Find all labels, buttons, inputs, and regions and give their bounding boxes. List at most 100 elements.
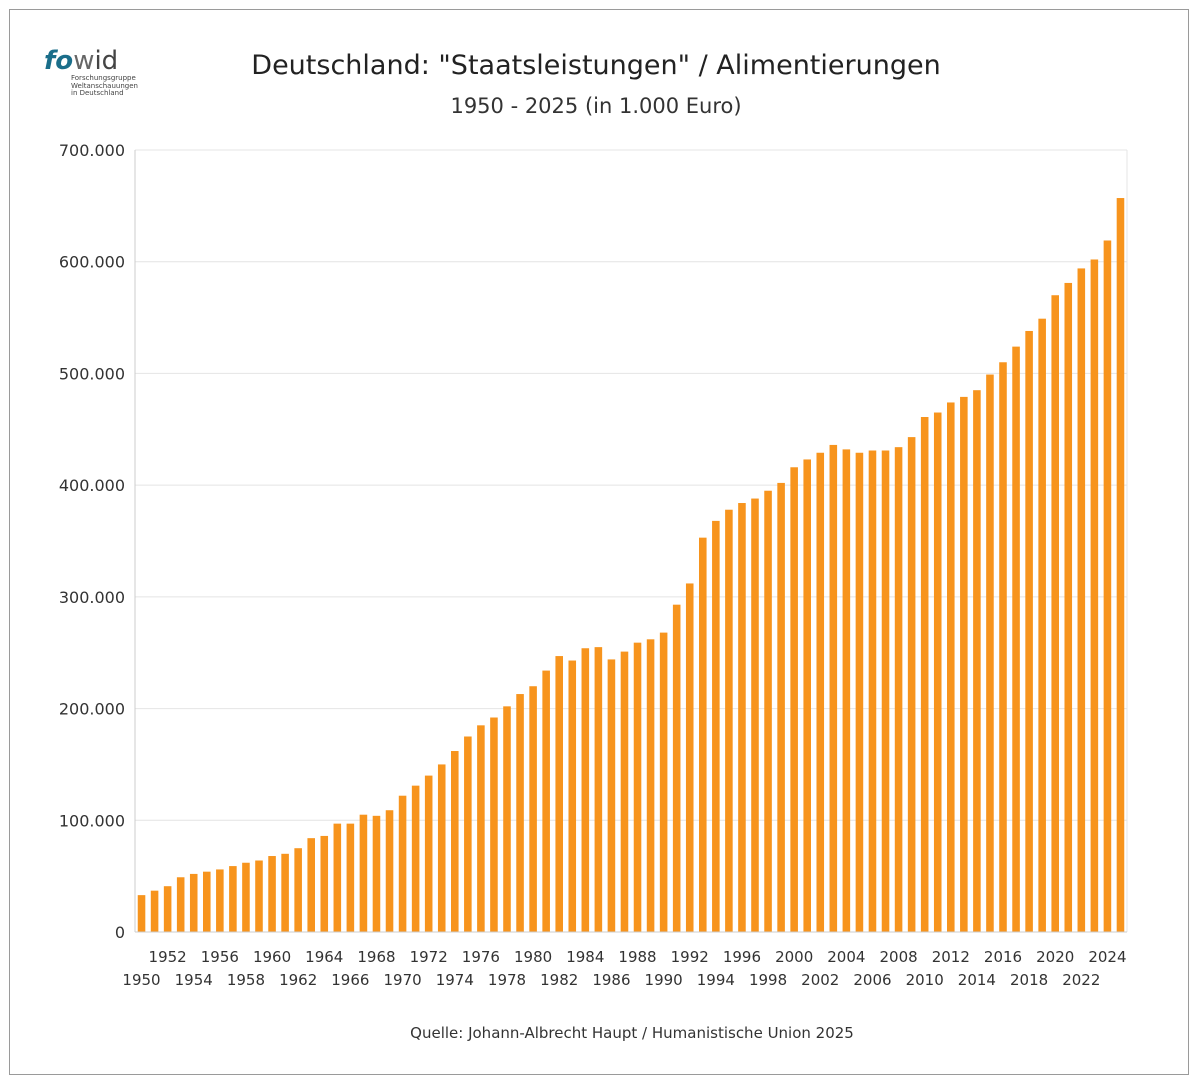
bar-1971	[411, 785, 420, 932]
bar-1968	[372, 815, 381, 932]
x-tick-label: 2004	[827, 948, 865, 966]
bar-1957	[229, 866, 237, 932]
fowid-logo: fowid Forschungsgruppe Weltanschauungen …	[44, 48, 154, 104]
bar-2006	[868, 450, 877, 932]
bar-1979	[516, 694, 524, 932]
bar-1985	[594, 647, 603, 932]
bar-2020	[1051, 295, 1059, 933]
bar-1991	[672, 604, 681, 932]
y-tick-label: 600.000	[59, 253, 125, 272]
bar-1953	[176, 877, 185, 932]
bar-2001	[803, 459, 811, 932]
x-tick-label: 1982	[540, 971, 578, 989]
x-tick-label: 1960	[253, 948, 291, 966]
bar-2010	[920, 417, 929, 932]
bar-1950	[137, 895, 146, 932]
x-tick-label: 1958	[227, 971, 265, 989]
bar-1978	[503, 706, 511, 932]
bar-1980	[529, 686, 537, 932]
bar-2005	[855, 452, 864, 932]
x-tick-label: 2002	[801, 971, 839, 989]
bar-1992	[685, 583, 694, 932]
bar-2019	[1038, 318, 1046, 932]
bars	[137, 198, 1125, 933]
bar-2004	[842, 449, 851, 932]
bar-1962	[294, 848, 302, 932]
x-tick-label: 2018	[1010, 971, 1048, 989]
bar-1974	[451, 751, 459, 932]
bar-1990	[659, 632, 668, 932]
chart-title: Deutschland: "Staatsleistungen" / Alimen…	[251, 50, 941, 81]
bar-2022	[1077, 268, 1086, 932]
bar-2024	[1103, 240, 1112, 933]
bar-2023	[1090, 259, 1099, 933]
x-tick-label: 1962	[279, 971, 317, 989]
y-tick-label: 400.000	[59, 476, 125, 495]
x-tick-label: 1994	[697, 971, 735, 989]
y-tick-label: 100.000	[59, 811, 125, 830]
bar-1981	[542, 670, 550, 932]
bar-1989	[646, 639, 655, 932]
bar-1994	[712, 520, 720, 932]
bar-1964	[320, 835, 329, 932]
bar-2008	[894, 447, 903, 932]
bar-1966	[346, 823, 355, 932]
bar-2021	[1064, 282, 1073, 932]
bar-1972	[424, 775, 433, 932]
bar-2007	[881, 450, 890, 932]
x-tick-label: 1964	[305, 948, 343, 966]
x-tick-label: 1972	[410, 948, 448, 966]
x-tick-label: 2010	[906, 971, 944, 989]
bar-2017	[1012, 346, 1020, 932]
bar-1955	[203, 871, 211, 932]
bar-2016	[999, 362, 1007, 932]
x-tick-label: 1950	[122, 971, 160, 989]
bar-1960	[268, 856, 276, 932]
bar-2009	[907, 437, 916, 932]
bar-2002	[816, 452, 825, 932]
y-axis-ticks: 0 100.000 200.000 300.000 400.000 500.000 600.…	[59, 141, 125, 942]
bar-1963	[307, 838, 315, 932]
x-tick-label: 2020	[1036, 948, 1074, 966]
x-tick-label: 1978	[488, 971, 526, 989]
bar-1988	[633, 642, 642, 932]
x-tick-label: 1998	[749, 971, 787, 989]
bar-1965	[333, 823, 342, 932]
bar-2012	[947, 402, 955, 933]
x-tick-label: 1956	[201, 948, 239, 966]
bar-1967	[359, 814, 368, 932]
bar-1952	[163, 886, 172, 932]
bar-1982	[555, 656, 563, 932]
x-tick-label: 2000	[775, 948, 813, 966]
bar-1959	[255, 860, 263, 932]
bar-1951	[150, 890, 159, 932]
x-tick-label: 2008	[879, 948, 917, 966]
logo-mark: fowid	[44, 46, 119, 76]
source-note: Quelle: Johann-Albrecht Haupt / Humanist…	[410, 1024, 854, 1042]
axes	[134, 150, 1128, 933]
x-tick-label: 1986	[592, 971, 630, 989]
x-tick-label: 1970	[383, 971, 421, 989]
bar-1956	[216, 869, 224, 932]
x-tick-label: 1992	[671, 948, 709, 966]
x-tick-label: 1984	[566, 948, 604, 966]
bar-2025	[1116, 198, 1125, 933]
bar-2000	[790, 467, 798, 932]
bar-1984	[581, 648, 590, 932]
bar-2018	[1025, 330, 1033, 933]
chart-frame	[9, 9, 1189, 1075]
x-tick-label: 2012	[932, 948, 970, 966]
x-tick-label: 1968	[357, 948, 395, 966]
bar-1975	[464, 736, 472, 932]
bar-1954	[189, 873, 198, 932]
y-tick-label: 500.000	[59, 364, 125, 383]
y-tick-label: 700.000	[59, 141, 125, 160]
x-tick-label: 1988	[618, 948, 656, 966]
x-tick-label: 1996	[723, 948, 761, 966]
x-tick-label: 1952	[149, 948, 187, 966]
bar-1977	[490, 717, 498, 932]
x-tick-label: 1974	[436, 971, 474, 989]
bar-1969	[385, 810, 394, 932]
x-tick-label: 1966	[331, 971, 369, 989]
